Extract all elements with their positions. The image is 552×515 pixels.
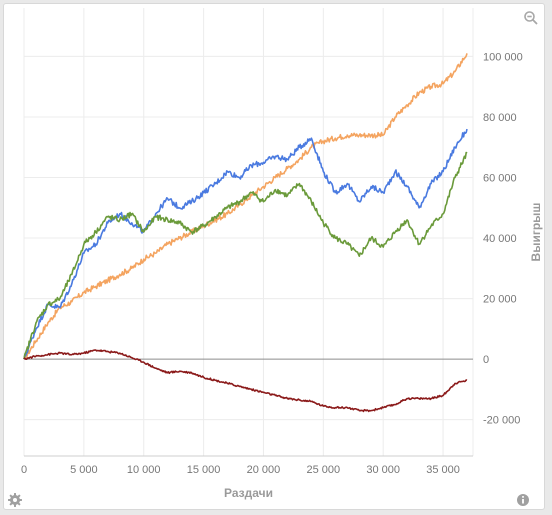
y-tick-label: 100 000 (483, 51, 523, 63)
line-chart: 0 5 000 10 000 15 000 20 000 25 000 30 000 35 0… (21, 8, 543, 500)
x-tick-label: 10 000 (127, 464, 161, 476)
tick-labels: 0 5 000 10 000 15 000 20 000 25 000 30 000 35 0… (21, 51, 523, 476)
series-line-1 (23, 53, 468, 360)
x-tick-label: 20 000 (247, 464, 281, 476)
grid (23, 8, 474, 457)
gear-icon[interactable] (7, 492, 23, 508)
y-axis-title: Выигрыш (529, 203, 543, 262)
y-tick-label: 0 (483, 354, 489, 366)
x-tick-label: 0 (21, 464, 27, 476)
series-line-4 (23, 349, 468, 413)
y-tick-label: 20 000 (483, 294, 517, 306)
x-tick-label: 15 000 (187, 464, 221, 476)
y-tick-label: 40 000 (483, 233, 517, 245)
y-tick-label: 60 000 (483, 173, 517, 185)
x-tick-label: 5 000 (70, 464, 98, 476)
y-tick-label: -20 000 (483, 415, 520, 427)
x-tick-label: 35 000 (426, 464, 460, 476)
series-line-2 (23, 128, 468, 360)
info-icon[interactable] (515, 492, 531, 508)
zoom-out-icon[interactable] (523, 10, 539, 26)
series-line-3 (23, 151, 468, 360)
series-lines (23, 53, 468, 413)
x-tick-label: 30 000 (366, 464, 400, 476)
x-tick-label: 25 000 (307, 464, 341, 476)
x-axis-title: Раздачи (224, 486, 273, 500)
chart-panel: 0 5 000 10 000 15 000 20 000 25 000 30 000 35 0… (3, 3, 545, 510)
y-tick-label: 80 000 (483, 112, 517, 124)
